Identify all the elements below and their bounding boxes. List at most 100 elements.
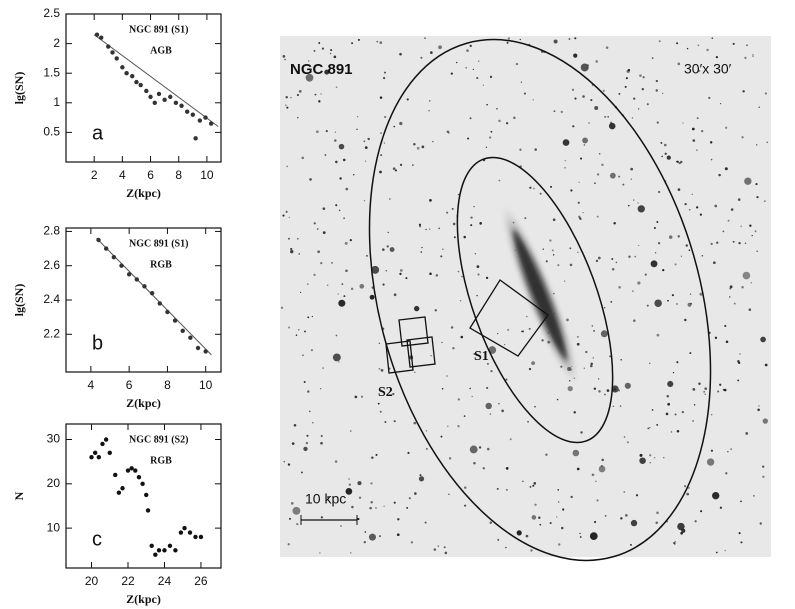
star (551, 249, 554, 252)
star (564, 160, 566, 162)
star (529, 186, 532, 189)
panel-title: NGC 891 (S1) (129, 238, 188, 249)
star (350, 287, 354, 291)
star (476, 294, 478, 297)
galaxy-core (513, 230, 567, 360)
star (418, 476, 425, 482)
star (525, 315, 528, 318)
data-point (173, 548, 178, 553)
star (368, 533, 376, 541)
star (378, 367, 381, 370)
star (755, 183, 758, 186)
star (399, 121, 403, 126)
star (441, 341, 443, 344)
data-point (126, 272, 132, 277)
star (414, 371, 416, 373)
star (606, 389, 610, 392)
star (379, 96, 383, 99)
star (308, 410, 311, 413)
star (453, 236, 456, 239)
star (590, 364, 593, 368)
star (580, 157, 583, 160)
star (739, 353, 741, 355)
star (320, 93, 322, 95)
star (457, 424, 460, 428)
star (496, 487, 499, 490)
star (348, 478, 350, 480)
data-point (203, 349, 208, 354)
data-point (136, 474, 142, 480)
data-point (152, 100, 157, 106)
star (709, 141, 713, 144)
star (744, 56, 747, 60)
star (482, 84, 484, 86)
star (647, 427, 650, 430)
population-label: AGB (150, 45, 172, 56)
y-tick-label: 2.5 (43, 6, 60, 20)
star (485, 402, 492, 410)
star (489, 413, 492, 415)
data-point (134, 79, 139, 85)
star (473, 461, 476, 465)
star (759, 522, 762, 525)
star (619, 405, 622, 407)
star (450, 326, 454, 329)
star (600, 464, 603, 467)
star (421, 246, 423, 249)
data-point (119, 263, 124, 268)
star (440, 255, 443, 258)
star (295, 334, 298, 337)
star (737, 198, 741, 201)
star (313, 222, 316, 225)
plot-frame (65, 423, 222, 569)
data-point (120, 486, 125, 491)
star (656, 511, 659, 515)
star (620, 358, 622, 361)
star (722, 230, 725, 233)
star (300, 471, 303, 474)
panel-label: c (92, 528, 102, 550)
star (521, 330, 524, 333)
star (464, 504, 467, 507)
panel: 4 6 8 10 2.2 2.4 2.6 2.8 Z(kpc) lg(SN) NGC 891 (S1… (12, 224, 222, 410)
data-point (182, 525, 187, 531)
star (318, 42, 321, 44)
star (505, 488, 508, 491)
star (595, 60, 599, 63)
star (627, 204, 630, 207)
star (498, 119, 501, 123)
star (290, 96, 292, 99)
star (740, 225, 742, 228)
star (532, 484, 535, 487)
star (371, 265, 380, 274)
star (602, 89, 605, 92)
star (580, 63, 589, 72)
star (293, 423, 297, 427)
star (322, 207, 326, 210)
star (572, 449, 580, 457)
star (485, 276, 489, 280)
y-tick-label: 30 (47, 432, 61, 446)
star (624, 85, 627, 88)
star (478, 446, 482, 449)
star (444, 551, 448, 555)
star (620, 517, 623, 520)
data-point (197, 118, 203, 123)
star (325, 129, 328, 133)
star (386, 245, 389, 248)
data-point (172, 318, 178, 323)
star (637, 205, 645, 213)
star (637, 108, 640, 110)
star (399, 272, 402, 276)
star (497, 332, 499, 335)
star (762, 475, 765, 478)
star (715, 241, 719, 244)
star (752, 55, 754, 57)
star (633, 97, 636, 100)
star (576, 342, 580, 346)
star (371, 456, 374, 459)
star (607, 115, 609, 118)
star (522, 480, 524, 483)
star (724, 549, 727, 552)
star (384, 420, 387, 423)
